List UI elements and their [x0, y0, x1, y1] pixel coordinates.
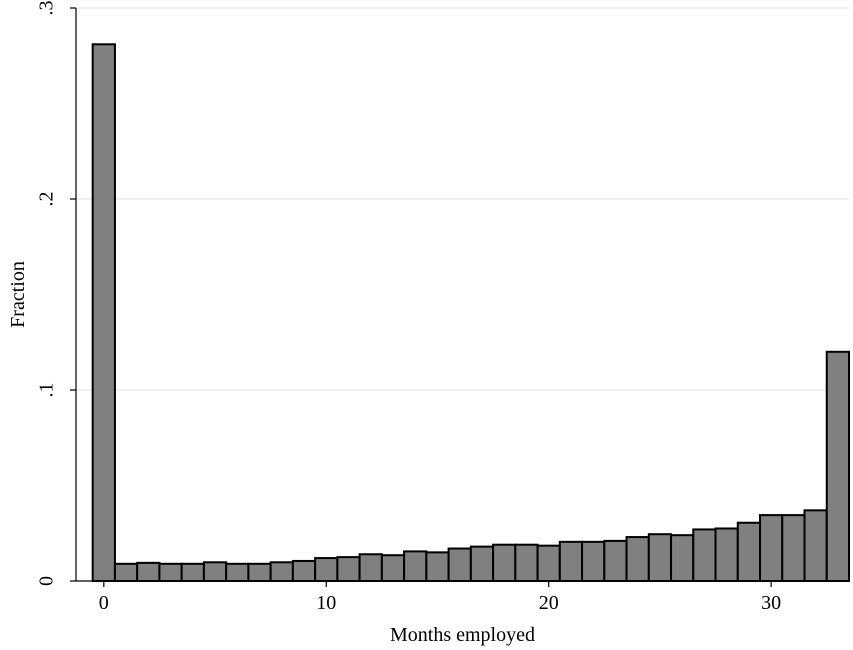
bar-4: [180, 562, 205, 582]
bar-13: [380, 554, 406, 583]
bars-layer: [91, 43, 850, 583]
bar-16: [447, 547, 472, 583]
bar-10: [314, 557, 339, 583]
y-axis-title: Fraction: [7, 261, 29, 328]
y-tick-label-2: .2: [36, 192, 58, 207]
bar-29: [736, 521, 762, 582]
y-tick-label-1: .1: [36, 383, 58, 398]
bar-8: [269, 561, 294, 582]
bar-2: [136, 561, 161, 582]
bar-19: [514, 543, 539, 583]
x-axis-title: Months employed: [390, 624, 535, 646]
bar-22: [581, 540, 606, 582]
bar-1: [113, 562, 139, 582]
x-ticks: 0 10 20 30: [99, 581, 781, 614]
x-tick-label-1: 10: [316, 592, 336, 614]
bar-25: [647, 533, 673, 583]
bar-5: [202, 561, 228, 582]
bar-15: [425, 551, 450, 582]
bar-30: [759, 514, 784, 582]
bar-27: [692, 528, 717, 582]
axes-layer: [75, 8, 849, 582]
bar-28: [714, 527, 739, 582]
bar-32: [803, 509, 828, 582]
bar-31: [781, 514, 806, 582]
bar-24: [625, 536, 650, 583]
bar-0: [91, 43, 116, 583]
bar-11: [336, 556, 361, 582]
bar-33: [825, 350, 850, 582]
x-tick-label-3: 30: [761, 592, 781, 614]
x-tick-label-0: 0: [99, 592, 109, 614]
y-ticks: 0 .1 .2 .3: [36, 1, 76, 586]
y-tick-label-3: .3: [36, 1, 58, 16]
bar-18: [492, 543, 517, 583]
bar-7: [247, 562, 272, 582]
bar-9: [291, 559, 317, 583]
bar-12: [358, 553, 383, 583]
bar-21: [558, 540, 584, 582]
x-tick-label-2: 20: [539, 592, 559, 614]
grid-layer: [76, 7, 849, 391]
bar-17: [469, 545, 495, 582]
bar-6: [225, 562, 250, 582]
bar-3: [158, 562, 183, 582]
bar-23: [603, 539, 628, 583]
bar-14: [403, 550, 428, 583]
y-tick-label-0: 0: [36, 576, 58, 586]
bar-20: [536, 544, 561, 582]
bar-26: [670, 534, 695, 582]
